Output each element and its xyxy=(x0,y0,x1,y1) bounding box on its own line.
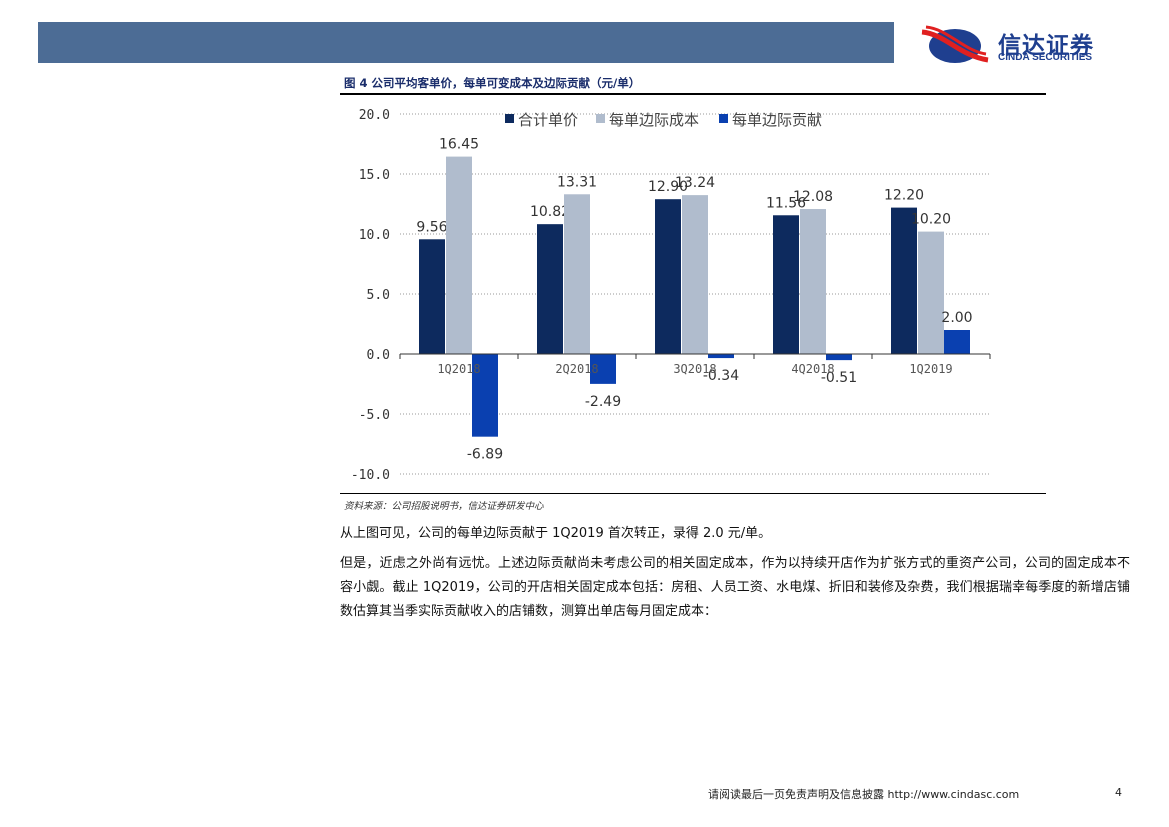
figure-title: 图 4 公司平均客单价，每单可变成本及边际贡献（元/单） xyxy=(344,76,641,90)
y-tick-label: 20.0 xyxy=(359,108,390,123)
bar-1 xyxy=(419,239,445,354)
bar-2 xyxy=(800,209,826,354)
legend-label: 合计单价 xyxy=(518,111,578,129)
logo-text-cn: 信达证券 xyxy=(998,33,1094,59)
y-tick-label: -5.0 xyxy=(359,408,390,423)
x-tick-label: 4Q2018 xyxy=(791,362,834,376)
data-label: -0.34 xyxy=(703,368,739,384)
y-tick-label: -10.0 xyxy=(351,468,390,483)
figure-source: 资料来源：公司招股说明书，信达证券研发中心 xyxy=(344,501,544,512)
data-label: 12.20 xyxy=(884,188,924,204)
paragraph-1: 从上图可见，公司的每单边际贡献于 1Q2019 首次转正，录得 2.0 元/单。 xyxy=(340,526,772,541)
bar-chart: -10.0 -5.0 0.0 5.0 10.0 15.0 20.0 9.56 16.45 -6.8… xyxy=(351,108,991,483)
bar-3 xyxy=(826,354,852,361)
y-tick-label: 10.0 xyxy=(359,228,390,243)
bar-3 xyxy=(944,330,970,354)
bar-1 xyxy=(773,215,799,354)
y-tick-label: 0.0 xyxy=(367,348,390,363)
data-label: 12.90 xyxy=(648,179,688,195)
data-label: 10.82 xyxy=(530,204,570,220)
y-tick-label: 5.0 xyxy=(367,288,390,303)
data-label: -0.51 xyxy=(821,370,857,386)
logo-emblem-icon xyxy=(921,25,989,63)
y-tick-label: 15.0 xyxy=(359,168,390,183)
bar-3 xyxy=(472,354,498,437)
x-tick-label: 1Q2019 xyxy=(909,362,952,376)
chart-bottom-rule xyxy=(340,493,1046,494)
data-label: 11.56 xyxy=(766,195,806,211)
bar-3 xyxy=(590,354,616,384)
header-band xyxy=(38,22,894,63)
bar-1 xyxy=(537,224,563,354)
bar-2 xyxy=(446,156,472,354)
paragraph-2: 但是，近虑之外尚有远忧。上述边际贡献尚未考虑公司的相关固定成本，作为以持续开店作… xyxy=(340,556,1130,619)
data-label: -6.89 xyxy=(467,447,503,463)
bar-1 xyxy=(655,199,681,354)
legend-label: 每单边际贡献 xyxy=(732,111,822,129)
data-label: 2.00 xyxy=(941,310,972,326)
data-label: 13.31 xyxy=(557,174,597,190)
legend-label: 每单边际成本 xyxy=(609,111,699,129)
data-label: 9.56 xyxy=(416,219,447,235)
logo-text-en: CINDA SECURITIES xyxy=(998,52,1093,63)
footer-disclaimer: 请阅读最后一页免责声明及信息披露 http://www.cindasc.com xyxy=(708,788,1020,801)
bar-3 xyxy=(708,354,734,359)
legend-swatch xyxy=(505,114,514,123)
bar-2 xyxy=(918,231,944,354)
cinda-logo: 信达证券 CINDA SECURITIES xyxy=(920,24,1120,64)
x-tick-label: 1Q2018 xyxy=(437,362,480,376)
data-label: -2.49 xyxy=(585,394,621,410)
x-tick-label: 3Q2018 xyxy=(673,362,716,376)
data-label: 16.45 xyxy=(439,137,479,153)
legend-swatch xyxy=(596,114,605,123)
x-tick-label: 2Q2018 xyxy=(555,362,598,376)
data-label: 12.08 xyxy=(793,189,833,205)
title-rule xyxy=(340,93,1046,95)
legend-swatch xyxy=(719,114,728,123)
bar-1 xyxy=(891,207,917,354)
bar-2 xyxy=(564,194,590,354)
page-number: 4 xyxy=(1115,786,1122,799)
bar-2 xyxy=(682,195,708,354)
data-label: 10.20 xyxy=(911,212,951,228)
data-label: 13.24 xyxy=(675,175,715,191)
